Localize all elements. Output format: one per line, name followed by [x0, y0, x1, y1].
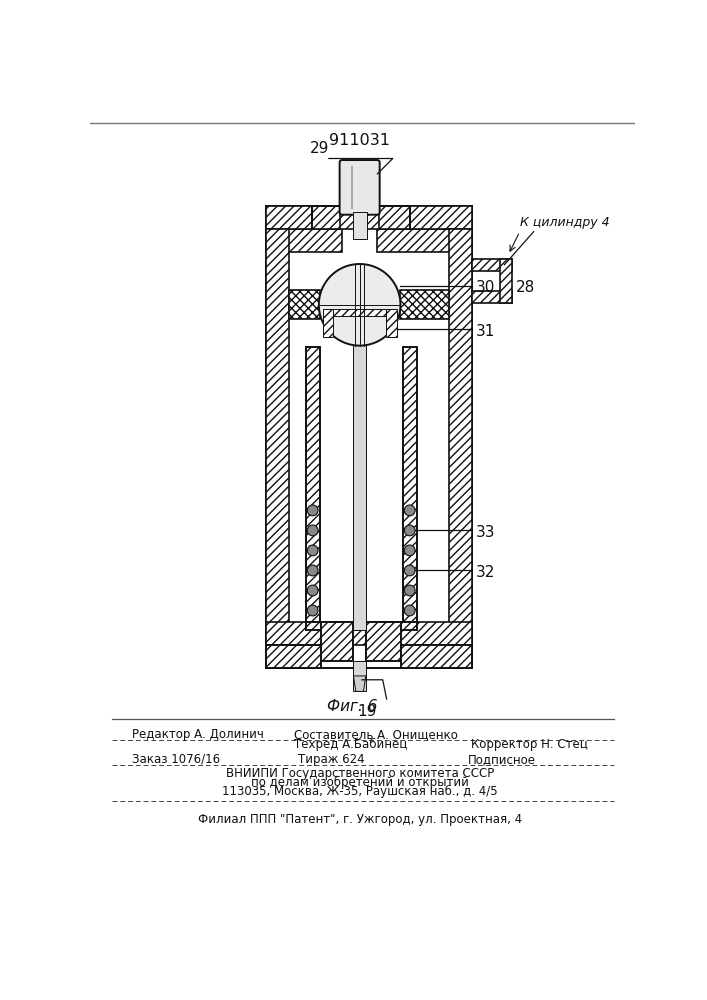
Text: по делам изобретений и открытий: по делам изобретений и открытий	[251, 776, 469, 789]
Bar	[354, 305, 366, 630]
Text: 29: 29	[310, 141, 329, 156]
Text: Филиал ППП "Патент", г. Ужгород, ул. Проектная, 4: Филиал ППП "Патент", г. Ужгород, ул. Про…	[197, 813, 522, 826]
Bar	[266, 645, 321, 668]
Text: Корректор Н. Стец: Корректор Н. Стец	[472, 738, 588, 751]
Bar	[399, 290, 449, 319]
Text: 911031: 911031	[329, 133, 390, 148]
Bar	[266, 206, 472, 229]
Circle shape	[319, 264, 400, 346]
Text: 28: 28	[516, 280, 535, 295]
Bar	[379, 206, 411, 229]
Circle shape	[404, 565, 415, 576]
Text: 32: 32	[476, 565, 496, 580]
Text: Подписное: Подписное	[467, 753, 535, 766]
Text: ВНИИПИ Государственного комитета СССР: ВНИИПИ Государственного комитета СССР	[226, 767, 493, 780]
Circle shape	[308, 605, 318, 616]
Circle shape	[404, 525, 415, 536]
FancyBboxPatch shape	[339, 160, 380, 215]
Bar	[449, 229, 472, 645]
Circle shape	[404, 605, 415, 616]
Polygon shape	[354, 676, 366, 691]
Text: Заказ 1076/16: Заказ 1076/16	[132, 753, 221, 766]
Circle shape	[404, 505, 415, 516]
Bar	[312, 206, 340, 229]
Circle shape	[404, 585, 415, 596]
Text: Техред А.Бабинец: Техред А.Бабинец	[294, 738, 407, 751]
Bar	[402, 645, 472, 668]
Circle shape	[308, 525, 318, 536]
Text: Редактор А. Долинич: Редактор А. Долинич	[132, 728, 264, 741]
Bar	[288, 290, 320, 319]
Text: Составитель А. Онищенко: Составитель А. Онищенко	[294, 728, 458, 741]
Bar	[321, 622, 354, 661]
Circle shape	[308, 585, 318, 596]
Text: 31: 31	[476, 324, 496, 339]
Text: К цилиндру 4: К цилиндру 4	[520, 216, 609, 229]
Bar	[334, 309, 386, 316]
Bar	[266, 229, 288, 645]
Bar	[305, 347, 320, 622]
Bar	[386, 309, 397, 337]
Bar	[366, 622, 402, 661]
Text: 33: 33	[476, 525, 496, 540]
Bar	[354, 661, 366, 691]
Bar	[266, 229, 342, 252]
Circle shape	[308, 565, 318, 576]
Text: Фиг. 6: Фиг. 6	[327, 699, 378, 714]
Bar	[472, 291, 512, 303]
Bar	[322, 309, 334, 337]
Bar	[305, 622, 416, 630]
Bar	[472, 259, 512, 271]
Bar	[500, 259, 512, 303]
Bar	[266, 622, 472, 645]
Bar	[353, 212, 366, 239]
Bar	[403, 347, 416, 622]
Text: 113035, Москва, Ж-35, Раушская наб., д. 4/5: 113035, Москва, Ж-35, Раушская наб., д. …	[222, 785, 498, 798]
Circle shape	[308, 545, 318, 556]
Circle shape	[404, 545, 415, 556]
Text: 19: 19	[358, 704, 377, 719]
Circle shape	[308, 505, 318, 516]
Bar	[378, 229, 472, 252]
Text: Тираж 624: Тираж 624	[298, 753, 365, 766]
Text: 30: 30	[476, 280, 496, 295]
